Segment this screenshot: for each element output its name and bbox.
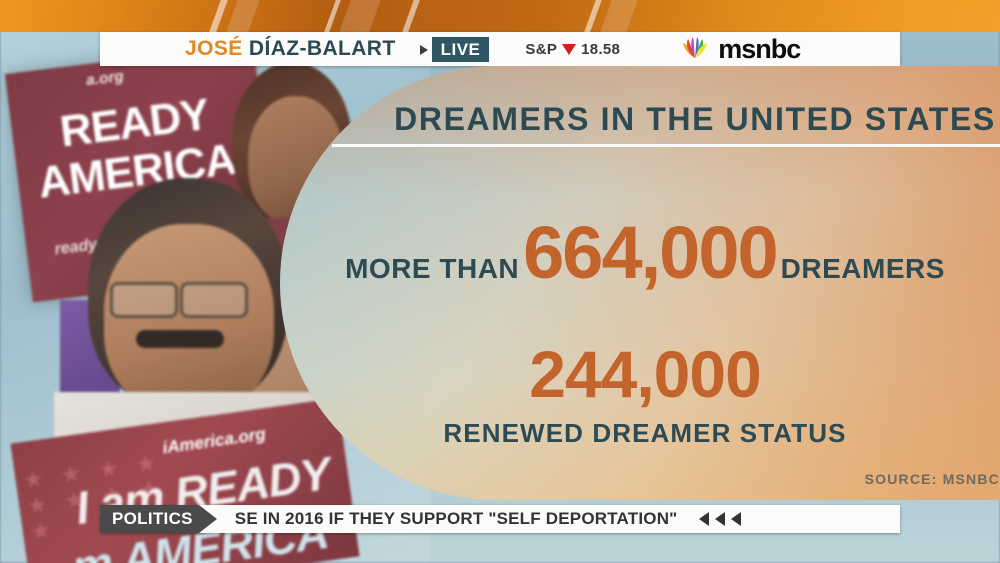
top-orange-banner xyxy=(0,0,1000,32)
triangle-left-icon xyxy=(731,512,742,526)
play-triangle-icon xyxy=(419,45,428,55)
live-badge: LIVE xyxy=(431,36,490,62)
banner-stripe xyxy=(596,0,642,32)
panel-divider xyxy=(332,144,1000,147)
triangle-down-icon xyxy=(562,43,577,55)
anchor-first-name: JOSÉ xyxy=(185,37,243,60)
source-attribution: SOURCE: MSNBC xyxy=(864,471,1000,487)
eyeglasses-left-lens xyxy=(110,282,178,318)
stock-symbol: S&P xyxy=(525,40,558,58)
network-logo: msnbc xyxy=(680,33,801,65)
eyeglasses-right-lens xyxy=(180,282,248,318)
infographic-panel: DREAMERS IN THE UNITED STATES MORE THAN … xyxy=(280,66,1000,500)
banner-stripe xyxy=(398,0,424,32)
ticker-headline: SE IN 2016 IF THEY SUPPORT "SELF DEPORTA… xyxy=(234,509,678,528)
stat-secondary-number: 244,000 xyxy=(529,337,762,411)
stat-secondary-label: RENEWED DREAMER STATUS xyxy=(443,418,847,448)
anchor-last-name: DÍAZ-BALART xyxy=(248,37,396,60)
anchor-name: JOSÉ DÍAZ-BALART xyxy=(185,37,396,61)
ticker-category-label: POLITICS xyxy=(112,509,193,528)
sign-top-url: a.org xyxy=(85,67,125,90)
banner-stripe xyxy=(222,0,264,32)
banner-stripe xyxy=(335,0,385,32)
triangle-left-icon xyxy=(699,512,710,526)
broadcast-header-bar: JOSÉ DÍAZ-BALART LIVE S&P 18.58 xyxy=(100,32,900,66)
stock-ticker: S&P 18.58 xyxy=(525,41,620,58)
panel-background xyxy=(280,66,1000,500)
sign-bottom-url: iAmerica.org xyxy=(161,424,267,458)
statistic-primary: MORE THAN 664,000 DREAMERS xyxy=(320,216,970,290)
network-name: msnbc xyxy=(718,33,801,64)
stat-suffix: DREAMERS xyxy=(780,253,945,284)
panel-background-overlay xyxy=(280,66,1000,500)
ticker-category-tag: POLITICS xyxy=(100,505,217,533)
stock-value: 18.58 xyxy=(581,40,621,58)
triangle-left-icon xyxy=(715,512,726,526)
stat-prefix: MORE THAN xyxy=(345,253,520,284)
person-main-face xyxy=(104,224,274,414)
stat-primary-number: 664,000 xyxy=(523,211,778,294)
person-main-mustache xyxy=(136,330,224,348)
news-ticker-bar: POLITICS SE IN 2016 IF THEY SUPPORT "SEL… xyxy=(100,505,900,533)
panel-title: DREAMERS IN THE UNITED STATES xyxy=(394,101,996,137)
ticker-arrows xyxy=(699,512,742,526)
nbc-peacock-icon xyxy=(683,37,708,58)
live-indicator: LIVE xyxy=(419,36,490,62)
